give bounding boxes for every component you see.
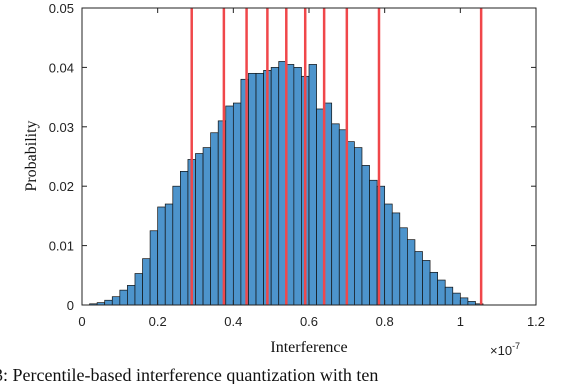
y-tick-label: 0.04 xyxy=(49,60,74,75)
bar xyxy=(308,64,317,306)
bar xyxy=(414,251,423,306)
bar xyxy=(255,72,264,306)
y-tick-label: 0 xyxy=(67,298,74,313)
bar xyxy=(459,297,469,306)
x-tick-label: 0 xyxy=(78,314,85,329)
bar xyxy=(293,67,302,306)
bar xyxy=(384,203,393,306)
bar xyxy=(225,105,234,306)
multiplier-exponent: -7 xyxy=(512,341,520,351)
bar xyxy=(354,147,363,306)
y-axis-label: Probability xyxy=(23,120,40,191)
y-tick-label: 0.02 xyxy=(49,179,74,194)
bar xyxy=(180,171,189,306)
bar xyxy=(202,147,211,306)
bar xyxy=(429,271,438,306)
x-axis-label: Interference xyxy=(270,339,347,356)
bar xyxy=(331,123,340,306)
bar xyxy=(142,258,151,306)
bar xyxy=(119,289,128,306)
bar xyxy=(399,227,408,306)
bar xyxy=(111,296,121,306)
bar xyxy=(232,102,242,306)
bar xyxy=(134,273,143,306)
bar xyxy=(444,286,454,306)
bar xyxy=(210,132,219,306)
bar xyxy=(407,239,416,306)
y-tick-label: 0.01 xyxy=(49,239,74,254)
bar xyxy=(248,72,257,306)
y-tick-label: 0.05 xyxy=(49,1,74,16)
bar xyxy=(149,230,159,306)
caption: 3: Percentile-based interference quantiz… xyxy=(0,365,378,384)
bar xyxy=(172,185,181,306)
bar xyxy=(391,212,401,306)
x-multiplier: ×10-7 xyxy=(490,341,520,358)
bar xyxy=(195,153,204,306)
bar xyxy=(157,206,166,306)
bar xyxy=(422,260,431,306)
x-tick-label: 0.6 xyxy=(300,314,318,329)
multiplier-base: ×10 xyxy=(490,343,512,358)
bar xyxy=(164,203,174,306)
bar xyxy=(127,285,136,306)
bar xyxy=(270,67,280,306)
x-tick-label: 1.2 xyxy=(527,314,545,329)
bar xyxy=(467,301,476,306)
bar xyxy=(369,179,378,306)
bar xyxy=(452,292,461,306)
bar xyxy=(361,165,370,306)
y-tick-label: 0.03 xyxy=(49,120,74,135)
x-tick-label: 1 xyxy=(457,314,464,329)
bar xyxy=(104,299,113,306)
x-tick-label: 0.8 xyxy=(376,314,394,329)
bar xyxy=(437,279,446,306)
x-tick-label: 0.2 xyxy=(149,314,167,329)
x-tick-label: 0.4 xyxy=(224,314,242,329)
